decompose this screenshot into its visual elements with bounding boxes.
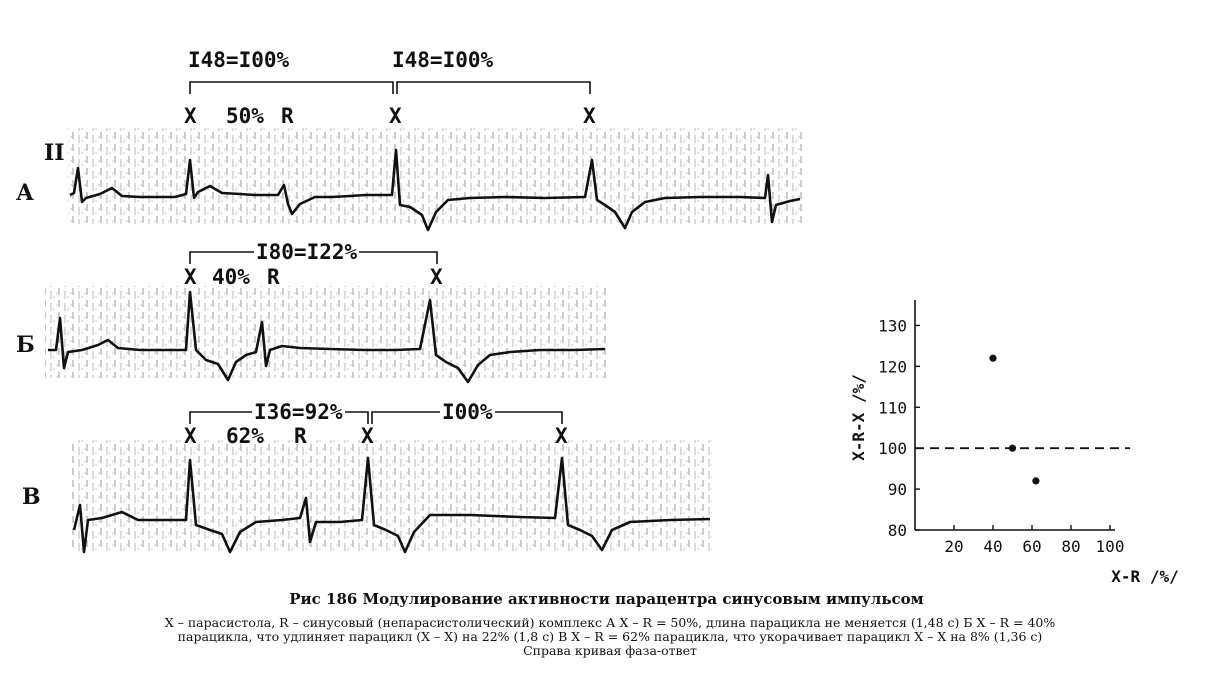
x-tick-label: 60: [1022, 537, 1041, 556]
ecg-strip-b-grid: [45, 286, 610, 378]
ecg-trace-c: [72, 456, 711, 554]
marker-c-x2: X: [361, 424, 374, 448]
data-point: [1032, 477, 1040, 485]
marker-b-x1: X: [184, 265, 197, 289]
caption-line-3: Справа кривая фаза-ответ: [523, 643, 697, 658]
figure-caption-title: Рис 186 Модулирование активности парацен…: [289, 590, 924, 608]
marker-a-x3: X: [583, 104, 596, 128]
y-tick-label: 80: [888, 521, 907, 540]
marker-b-pct: 40%: [212, 265, 250, 289]
strip-label-b: Б: [16, 332, 35, 358]
x-tick-label: 20: [944, 537, 963, 556]
ecg-figure: [45, 81, 803, 554]
y-axis-label: X-R-X /%/: [849, 374, 868, 461]
ecg-strip-a-grid: [68, 128, 803, 224]
y-tick-label: 120: [878, 357, 907, 376]
lead-label-a: II: [44, 140, 65, 166]
y-tick-label: 130: [878, 316, 907, 335]
marker-b-r: R: [267, 265, 280, 289]
x-axis-label: X-R /%/: [1111, 567, 1178, 585]
bracket-a-2: [396, 81, 591, 94]
bracket-label-b-1: I80=I22%: [254, 240, 360, 264]
bracket-label-a-2: I48=I00%: [390, 48, 496, 72]
marker-a-x1: X: [184, 104, 197, 128]
phase-response-chart: 80 90 100 110 120 130 20 40 60 80 100 X-R-X /%/ X-…: [849, 300, 1179, 585]
x-tick-label: 100: [1096, 537, 1125, 556]
y-tick-label: 90: [888, 480, 907, 499]
bracket-label-c-1: I36=92%: [252, 400, 345, 424]
x-tick-label: 80: [1061, 537, 1080, 556]
strip-label-a: А: [16, 180, 34, 206]
figure-caption-body: X – парасистола, R – синусовый (непараси…: [40, 616, 1180, 658]
marker-a-x2: X: [389, 104, 402, 128]
marker-a-r: R: [281, 104, 294, 128]
ecg-trace-a: [69, 148, 801, 232]
strip-label-c: В: [22, 484, 41, 510]
ecg-trace-b: [48, 290, 606, 384]
bracket-label-a-1: I48=I00%: [186, 48, 292, 72]
bracket-a-1: [189, 81, 394, 94]
caption-line-1: X – парасистола, R – синусовый (непараси…: [164, 615, 1056, 630]
data-point: [989, 354, 997, 362]
y-tick-label: 110: [878, 398, 907, 417]
marker-c-x1: X: [184, 424, 197, 448]
caption-line-2: парацикла, что удлиняет парацикл (X – X)…: [177, 629, 1043, 644]
marker-a-pct: 50%: [226, 104, 264, 128]
bracket-label-c-2: I00%: [440, 400, 495, 424]
ecg-strip-c-grid: [72, 440, 712, 552]
y-tick-label: 100: [878, 439, 907, 458]
data-point: [1008, 444, 1017, 452]
marker-c-x3: X: [555, 424, 568, 448]
marker-c-pct: 62%: [226, 424, 264, 448]
x-tick-label: 40: [983, 537, 1002, 556]
marker-c-r: R: [294, 424, 307, 448]
marker-b-x2: X: [430, 265, 443, 289]
